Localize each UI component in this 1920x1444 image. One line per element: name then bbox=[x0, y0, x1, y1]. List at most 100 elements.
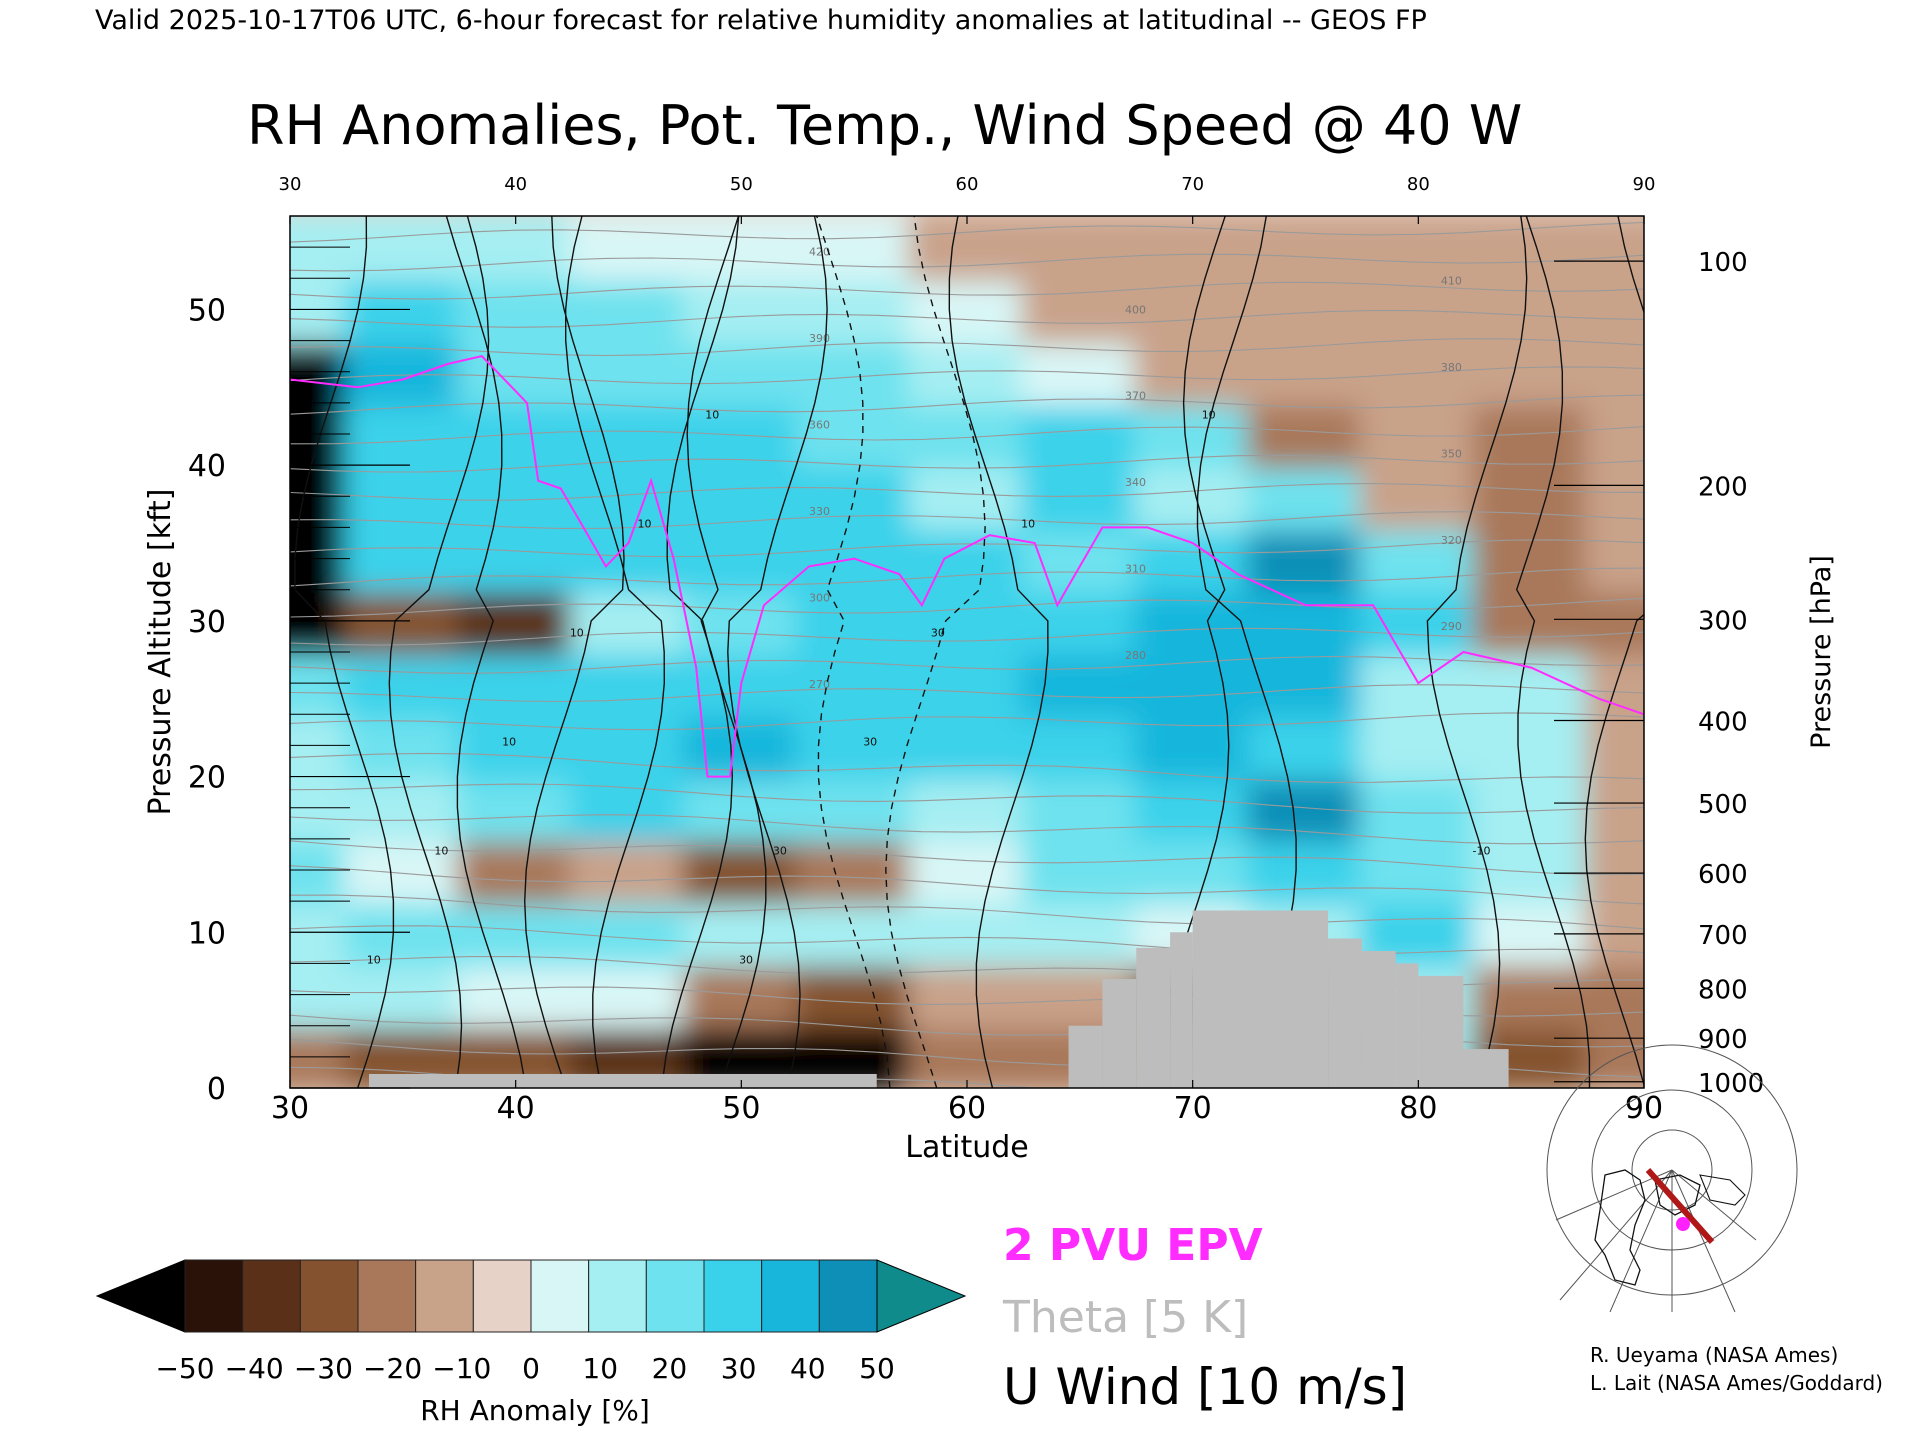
rh-cell bbox=[1585, 337, 1644, 406]
y-axis-left: 0 10 20 30 40 50 bbox=[188, 246, 410, 1107]
colorbar-swatch bbox=[184, 1259, 244, 1333]
theta-contour-label: 400 bbox=[1125, 303, 1146, 316]
rh-cell bbox=[1585, 898, 1644, 967]
rh-cell bbox=[456, 462, 575, 531]
terrain-block bbox=[1328, 938, 1362, 1088]
u-wind-contour-label: 30 bbox=[863, 735, 877, 748]
rh-cell bbox=[344, 524, 462, 593]
colorbar-tick-label: 50 bbox=[859, 1352, 895, 1385]
rh-cell bbox=[908, 648, 1026, 718]
terrain-block bbox=[1068, 1025, 1103, 1088]
x-top-tick-label: 70 bbox=[1181, 174, 1204, 195]
colorbar-swatch bbox=[472, 1259, 532, 1333]
theta-contour-line bbox=[290, 894, 1644, 930]
theta-contour-line bbox=[290, 394, 1644, 415]
theta-contour-line bbox=[290, 454, 1644, 473]
theta-contour-line bbox=[290, 783, 1644, 814]
rh-cell bbox=[1021, 399, 1139, 469]
y-right-tick-label: 400 bbox=[1698, 708, 1748, 738]
terrain-block bbox=[1418, 975, 1464, 1088]
rh-cell bbox=[1472, 898, 1590, 967]
terrain-block bbox=[368, 1073, 877, 1088]
rh-cell bbox=[569, 898, 688, 967]
colorbar-tick-label: 10 bbox=[582, 1352, 618, 1385]
theta-contour-label: 350 bbox=[1441, 447, 1462, 460]
theta-contour-line bbox=[290, 627, 1644, 646]
theta-contour-label: 330 bbox=[809, 505, 830, 518]
x-tick-label: 40 bbox=[497, 1091, 535, 1126]
u-wind-contour-line bbox=[565, 216, 666, 1088]
u-wind-contour-label: 10 bbox=[638, 517, 652, 530]
rh-cell bbox=[908, 711, 1026, 780]
colorbar-swatch bbox=[299, 1259, 359, 1333]
terrain-block bbox=[1463, 1049, 1509, 1088]
rh-cell bbox=[795, 773, 913, 842]
colorbar-tick-label: 0 bbox=[522, 1352, 540, 1385]
theta-contour-label: 360 bbox=[809, 419, 830, 432]
rh-cell bbox=[795, 275, 913, 344]
plot-area: 270 280 290 300 310 320 330 340 350 360 370 380 390 4… bbox=[290, 216, 1644, 1088]
rh-cell bbox=[1472, 960, 1590, 1029]
terrain-block bbox=[1136, 947, 1171, 1088]
x-top-tick-label: 80 bbox=[1407, 174, 1430, 195]
y-right-tick-label: 600 bbox=[1698, 860, 1748, 890]
x-top-tick-label: 90 bbox=[1633, 174, 1656, 195]
rh-cell bbox=[908, 462, 1026, 531]
rh-cell bbox=[1133, 586, 1252, 656]
rh-cell bbox=[1585, 960, 1644, 1029]
terrain-block bbox=[1395, 963, 1419, 1088]
terrain-block bbox=[1102, 979, 1137, 1088]
u-wind-contour-line bbox=[816, 216, 891, 1088]
theta-contour-line bbox=[290, 597, 1644, 618]
u-wind-contour-line bbox=[666, 216, 767, 1088]
rh-cell bbox=[1472, 462, 1590, 531]
y-right-tick-label: 300 bbox=[1698, 606, 1748, 636]
legend-item: 2 PVU EPV bbox=[1003, 1220, 1263, 1271]
rh-cell bbox=[908, 337, 1026, 406]
rh-cell bbox=[682, 275, 801, 344]
inset-map bbox=[1546, 1044, 1798, 1314]
theta-contour-line bbox=[290, 814, 1644, 845]
rh-cell bbox=[1021, 524, 1139, 593]
colorbar-low-arrow bbox=[95, 1259, 186, 1333]
rh-cell bbox=[795, 337, 913, 406]
rh-cell bbox=[1585, 275, 1644, 344]
theta-contour-label: 290 bbox=[1441, 620, 1462, 633]
u-wind-contour-label: -10 bbox=[1472, 844, 1490, 857]
rh-cell bbox=[456, 711, 575, 780]
u-wind-contour-label: 10 bbox=[1202, 408, 1216, 421]
y-right-tick-label: 500 bbox=[1698, 790, 1748, 820]
theta-contour-label: 380 bbox=[1441, 361, 1462, 374]
theta-contour-label: 300 bbox=[809, 591, 830, 604]
u-wind-contour-label: 10 bbox=[502, 735, 516, 748]
theta-contour-line bbox=[290, 511, 1644, 529]
rh-cell bbox=[1359, 337, 1478, 406]
rh-cell bbox=[1359, 773, 1478, 842]
x-top-tick-label: 40 bbox=[504, 174, 527, 195]
rh-cell bbox=[1472, 773, 1590, 842]
colorbar-swatch bbox=[357, 1259, 417, 1333]
rh-cell bbox=[1585, 711, 1644, 780]
rh-cell bbox=[569, 773, 688, 842]
rh-cell bbox=[908, 773, 1026, 842]
colorbar-tick-label: −10 bbox=[432, 1352, 491, 1385]
rh-cell bbox=[1021, 216, 1139, 282]
valid-line: Valid 2025-10-17T06 UTC, 6-hour forecast… bbox=[95, 5, 1427, 36]
terrain-block bbox=[1361, 950, 1396, 1088]
x-top-tick-label: 60 bbox=[956, 174, 979, 195]
theta-contour-line bbox=[290, 539, 1644, 558]
theta-contour-line bbox=[290, 712, 1644, 731]
theta-contour-line bbox=[290, 426, 1644, 445]
rh-cell bbox=[1472, 275, 1590, 344]
x-tick-label: 80 bbox=[1399, 1091, 1437, 1126]
rh-anomaly-field bbox=[290, 216, 1644, 1088]
rh-cell bbox=[1585, 399, 1644, 469]
rh-cell bbox=[1585, 524, 1644, 593]
y-left-tick-label: 30 bbox=[188, 605, 226, 640]
rh-cell bbox=[456, 960, 575, 1029]
rh-cell bbox=[1021, 835, 1139, 905]
rh-cell bbox=[1246, 462, 1365, 531]
rh-cell bbox=[569, 586, 688, 656]
theta-contour-line bbox=[290, 366, 1644, 385]
